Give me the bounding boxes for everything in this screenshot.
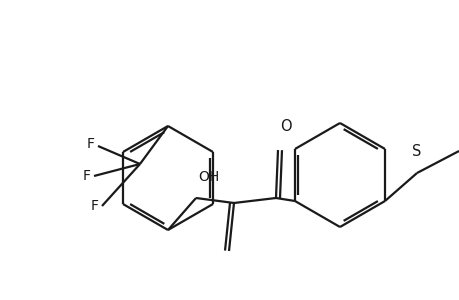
Text: O: O: [280, 119, 291, 134]
Text: OH: OH: [197, 170, 219, 184]
Text: F: F: [91, 199, 99, 213]
Text: S: S: [411, 144, 421, 159]
Text: F: F: [87, 137, 95, 151]
Text: F: F: [83, 169, 91, 183]
